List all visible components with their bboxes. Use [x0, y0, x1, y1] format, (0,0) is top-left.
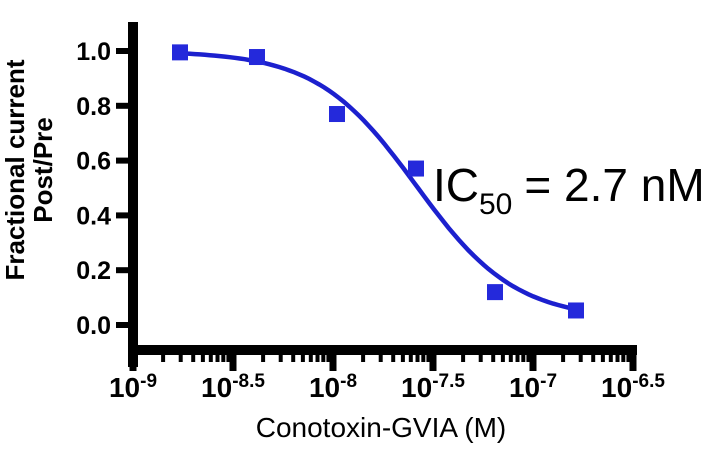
y-tick-mark: [116, 48, 128, 54]
y-tick-label: 1.0: [76, 38, 111, 66]
x-tick-mark: [329, 345, 337, 371]
x-tick-mark: [429, 345, 437, 371]
ic50-annotation: IC50 = 2.7 nM: [433, 159, 705, 221]
data-point: [249, 49, 265, 66]
y-tick-mark: [116, 102, 128, 109]
y-tick-label: 0.8: [76, 93, 111, 121]
data-point: [568, 302, 584, 319]
x-axis-title: Conotoxin-GVIA (M): [256, 412, 507, 443]
x-tick-label: 10-8.5: [201, 371, 265, 403]
y-tick-mark: [116, 267, 128, 274]
data-point: [172, 44, 188, 61]
x-tick-label: 10-8: [309, 371, 357, 403]
y-axis-title-line1: Fractional current: [0, 59, 30, 280]
y-tick-label: 0.4: [76, 202, 111, 230]
y-axis-title-line2: Post/Pre: [28, 117, 58, 223]
y-tick-mark: [116, 322, 128, 328]
data-point: [408, 160, 424, 177]
x-tick-label: 10-7.5: [401, 371, 465, 403]
y-tick-mark: [116, 212, 128, 219]
x-tick-label: 10-7: [509, 371, 557, 403]
x-tick-label: 10-9: [109, 371, 157, 403]
y-tick-mark: [116, 157, 128, 164]
y-axis-line: [128, 22, 138, 367]
ic50-annotation-value: = 2.7 nM: [524, 159, 704, 211]
data-point: [487, 284, 503, 301]
x-axis-line: [128, 345, 637, 355]
x-tick-mark: [529, 345, 537, 371]
ic50-annotation-prefix: IC: [433, 159, 479, 211]
x-tick-mark: [229, 345, 237, 371]
x-tick-label: 10-6.5: [601, 371, 665, 403]
data-points: [172, 44, 584, 319]
data-point: [329, 106, 345, 123]
fit-curve: [177, 51, 581, 312]
y-axis-ticks: 1.0 0.8 0.6 0.4 0.2 0.0: [76, 38, 128, 340]
y-tick-label: 0.2: [76, 257, 111, 285]
y-tick-label: 0.0: [76, 312, 111, 340]
y-tick-label: 0.6: [76, 148, 111, 176]
ic50-annotation-subscript: 50: [479, 188, 512, 221]
x-tick-mark: [629, 345, 637, 371]
